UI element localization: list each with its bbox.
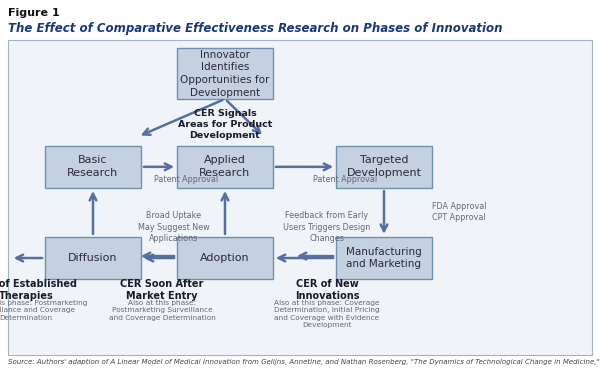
Text: Figure 1: Figure 1 <box>8 8 59 18</box>
Text: Source: Authors' adaption of A Linear Model of Medical Innovation from Gelijns, : Source: Authors' adaption of A Linear Mo… <box>8 358 600 365</box>
Text: CER of Established
Therapies: CER of Established Therapies <box>0 279 77 301</box>
Text: Targeted
Development: Targeted Development <box>347 156 421 178</box>
Text: Adoption: Adoption <box>200 253 250 263</box>
FancyBboxPatch shape <box>8 40 592 355</box>
FancyBboxPatch shape <box>336 237 432 279</box>
FancyBboxPatch shape <box>177 237 273 279</box>
Text: Innovator
Identifies
Opportunities for
Development: Innovator Identifies Opportunities for D… <box>181 50 269 98</box>
Text: Manufacturing
and Marketing: Manufacturing and Marketing <box>346 247 422 269</box>
Text: Also at this phase: Postmarketing
Surveillance and Coverage
Determination: Also at this phase: Postmarketing Survei… <box>0 300 88 320</box>
Text: Feedback from Early
Users Triggers Design
Changes: Feedback from Early Users Triggers Desig… <box>283 211 371 242</box>
FancyBboxPatch shape <box>177 146 273 188</box>
FancyBboxPatch shape <box>45 146 141 188</box>
FancyBboxPatch shape <box>45 237 141 279</box>
Text: Also at this phase: Coverage
Determination, Initial Pricing
and Coverage with Ev: Also at this phase: Coverage Determinati… <box>274 300 380 328</box>
FancyBboxPatch shape <box>336 146 432 188</box>
Text: CER of New
Innovations: CER of New Innovations <box>295 279 359 301</box>
Text: Diffusion: Diffusion <box>68 253 118 263</box>
Text: CER Signals
Areas for Product
Development: CER Signals Areas for Product Developmen… <box>178 109 272 140</box>
FancyBboxPatch shape <box>177 48 273 99</box>
Text: Basic
Research: Basic Research <box>67 156 119 178</box>
Text: CER Soon After
Market Entry: CER Soon After Market Entry <box>121 279 203 301</box>
Text: FDA Approval
CPT Approval: FDA Approval CPT Approval <box>432 202 487 222</box>
Text: The Effect of Comparative Effectiveness Research on Phases of Innovation: The Effect of Comparative Effectiveness … <box>8 22 503 35</box>
Text: Broad Uptake
May Suggest New
Applications: Broad Uptake May Suggest New Application… <box>138 211 210 242</box>
Text: Also at this phase:
Postmarketing Surveillance
and Coverage Determination: Also at this phase: Postmarketing Survei… <box>109 300 215 320</box>
Text: Patent Approval: Patent Approval <box>313 175 377 184</box>
Text: Applied
Research: Applied Research <box>199 156 251 178</box>
Text: Patent Approval: Patent Approval <box>154 175 218 184</box>
